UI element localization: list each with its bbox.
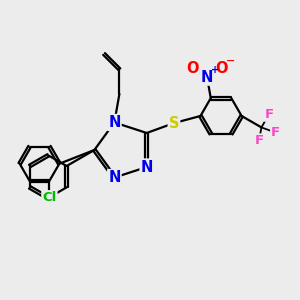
Text: N: N bbox=[108, 115, 121, 130]
Text: Cl: Cl bbox=[42, 191, 56, 204]
Text: F: F bbox=[254, 134, 264, 147]
Text: O: O bbox=[215, 61, 228, 76]
Text: F: F bbox=[265, 108, 274, 121]
Text: +: + bbox=[211, 64, 219, 74]
Text: F: F bbox=[271, 126, 280, 139]
Text: −: − bbox=[226, 56, 236, 66]
Text: N: N bbox=[201, 70, 213, 85]
Text: N: N bbox=[141, 160, 153, 175]
Text: N: N bbox=[108, 170, 121, 185]
Text: S: S bbox=[169, 116, 179, 130]
Text: O: O bbox=[186, 61, 199, 76]
